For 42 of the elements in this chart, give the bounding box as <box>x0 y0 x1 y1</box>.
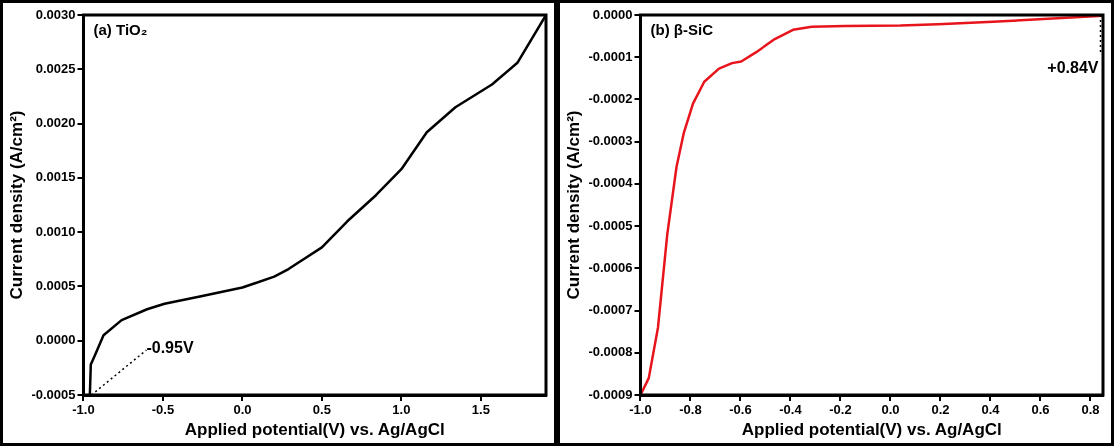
y-tick-label: -0.0005 <box>31 386 76 402</box>
x-tick-label: -0.8 <box>679 402 702 418</box>
y-tick-label: -0.0007 <box>588 302 633 318</box>
y-tick-label: -0.0003 <box>588 133 633 149</box>
x-tick-label: 0.2 <box>931 402 950 418</box>
x-tick-label: -1.0 <box>629 402 652 418</box>
chart-title: (a) TiO₂ <box>93 20 148 38</box>
y-tick-label: 0.0020 <box>35 115 76 131</box>
x-tick-label: -0.6 <box>729 402 752 418</box>
x-tick-label: 0.4 <box>981 402 1001 418</box>
x-axis-title: Applied potential(V) vs. Ag/AgCl <box>184 420 445 440</box>
y-tick-label: -0.0006 <box>588 259 633 275</box>
y-tick-label: -0.0005 <box>588 217 633 233</box>
y-axis-title: Current density (A/cm²) <box>6 110 26 300</box>
annotation: -0.95V <box>146 339 194 357</box>
x-tick-label: 1.0 <box>392 402 411 418</box>
y-tick-label: 0.0010 <box>35 223 76 239</box>
x-tick-label: 0.0 <box>233 402 252 418</box>
y-tick-label: -0.0009 <box>588 386 633 402</box>
y-tick-label: 0.0005 <box>35 278 76 294</box>
y-tick-label: -0.0001 <box>588 48 633 64</box>
x-tick-label: -0.2 <box>829 402 852 418</box>
x-tick-label: -0.4 <box>779 402 803 418</box>
y-tick-label: 0.0000 <box>35 332 76 348</box>
y-tick-label: 0.0015 <box>35 169 76 185</box>
x-tick-label: -1.0 <box>72 402 95 418</box>
y-tick-label: 0.0025 <box>35 60 76 76</box>
y-tick-label: -0.0004 <box>588 175 634 191</box>
x-tick-label: 0.6 <box>1031 402 1050 418</box>
x-tick-label: -0.5 <box>151 402 175 418</box>
x-tick-label: 1.5 <box>471 402 490 418</box>
x-axis-title: Applied potential(V) vs. Ag/AgCl <box>741 420 1002 440</box>
chart-title: (b) β-SiC <box>650 20 714 38</box>
x-tick-label: 0.5 <box>312 402 331 418</box>
x-tick-label: 0.8 <box>1081 402 1100 418</box>
y-axis-title: Current density (A/cm²) <box>563 110 583 300</box>
y-tick-label: -0.0008 <box>588 344 633 360</box>
y-tick-label: 0.0000 <box>592 6 633 22</box>
y-tick-label: 0.0030 <box>35 6 76 22</box>
annotation: +0.84V <box>1047 59 1099 77</box>
y-tick-label: -0.0002 <box>588 91 633 107</box>
x-tick-label: 0.0 <box>881 402 900 418</box>
